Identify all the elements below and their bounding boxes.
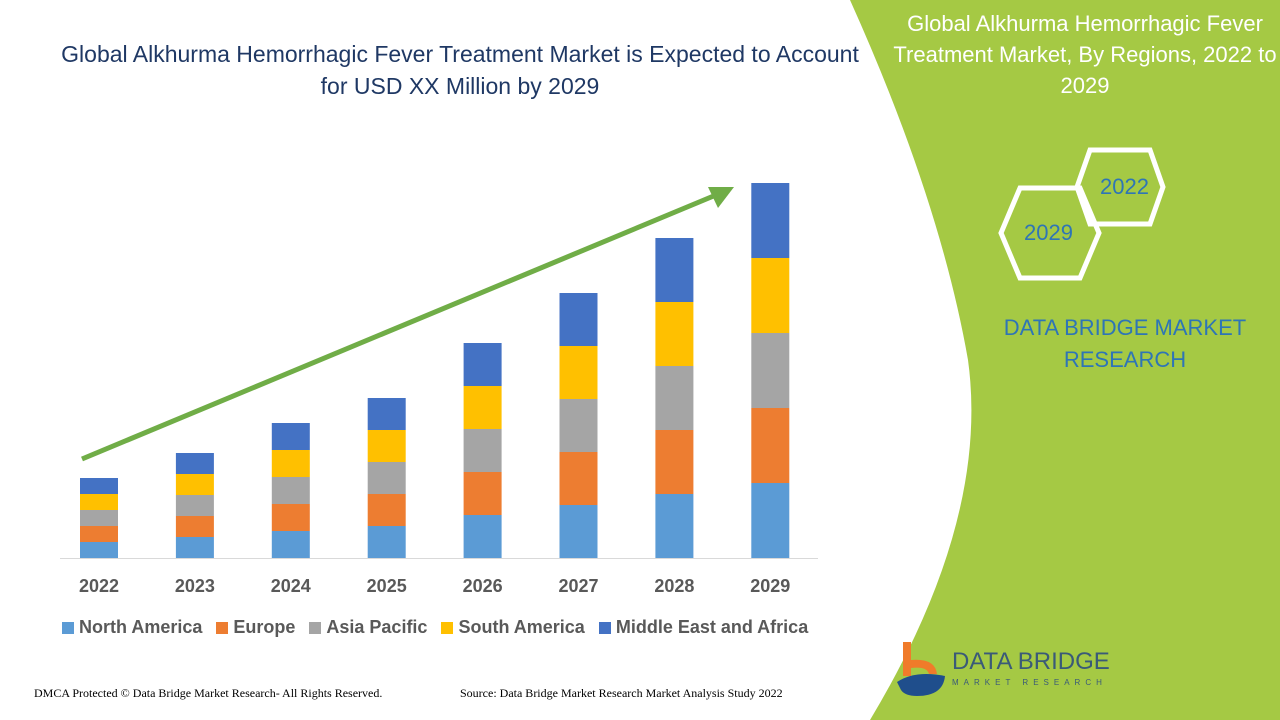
bar-segment-2024-3 (271, 450, 310, 477)
bar-segment-2028-1 (655, 430, 694, 494)
bar-segment-2023-4 (175, 453, 214, 474)
legend-item: North America (62, 617, 202, 638)
legend-label: Middle East and Africa (615, 617, 809, 637)
legend-item: Middle East and Africa (598, 617, 809, 638)
brand-text: DATA BRIDGE MARKET RESEARCH (1003, 315, 1247, 372)
x-tick-label: 2022 (79, 576, 119, 596)
bar-segment-2028-4 (655, 238, 694, 302)
legend-label: South America (458, 617, 585, 637)
bar-segment-2022-3 (80, 494, 118, 510)
bar-segment-2026-1 (463, 472, 502, 515)
legend-swatch (598, 621, 611, 634)
legend-item: South America (441, 617, 585, 638)
bar-segment-2027-1 (559, 452, 598, 505)
bar-segment-2026-0 (463, 515, 502, 558)
x-tick-label: 2027 (558, 576, 598, 596)
chart-title: Global Alkhurma Hemorrhagic Fever Treatm… (61, 41, 859, 99)
logo-subtext: MARKET RESEARCH (952, 678, 1107, 687)
x-tick-label: 2026 (463, 576, 503, 596)
footer-dmca: DMCA Protected © Data Bridge Market Rese… (34, 686, 383, 700)
bar-segment-2026-4 (463, 343, 502, 386)
side-panel-title: Global Alkhurma Hemorrhagic Fever Treatm… (893, 11, 1277, 98)
x-tick-label: 2023 (175, 576, 215, 596)
legend-label: Europe (233, 617, 296, 637)
bar-segment-2026-2 (463, 429, 502, 472)
bar-segment-2025-1 (367, 494, 406, 526)
bar-segment-2029-2 (751, 333, 790, 408)
bar-segment-2028-3 (655, 302, 694, 366)
trend-arrow-head (708, 187, 734, 208)
bar-segment-2025-4 (367, 398, 406, 430)
bar-segment-2024-0 (271, 531, 310, 558)
bar-segment-2027-2 (559, 399, 598, 452)
legend-item: Europe (216, 617, 295, 638)
bar-segment-2027-0 (559, 505, 598, 558)
bar-segment-2023-1 (175, 516, 214, 537)
bar-segment-2028-0 (655, 494, 694, 558)
hex-label-2029: 2029 (1024, 220, 1073, 245)
bar-segment-2023-3 (175, 474, 214, 495)
bar-segment-2025-3 (367, 430, 406, 462)
bar-segment-2026-3 (463, 386, 502, 429)
hexagon-2029 (998, 185, 1102, 281)
bar-segment-2023-2 (175, 495, 214, 516)
bar-segment-2022-2 (80, 510, 118, 526)
bar-segment-2029-4 (751, 183, 790, 258)
legend: North America Europe Asia Pacific South Ame… (62, 617, 808, 638)
legend-label: Asia Pacific (326, 617, 428, 637)
x-tick-label: 2024 (271, 576, 311, 596)
logo-text: DATA BRIDGE (952, 648, 1110, 675)
bar-segment-2024-2 (271, 477, 310, 504)
legend-swatch (216, 621, 229, 634)
legend-swatch (62, 621, 74, 634)
bar-segment-2025-2 (367, 462, 406, 494)
logo-icon (897, 642, 945, 696)
bar-segment-2023-0 (175, 537, 214, 558)
trend-arrow-line (81, 192, 717, 462)
bar-segment-2024-1 (271, 504, 310, 531)
legend-label: North America (79, 617, 203, 637)
x-tick-label: 2028 (654, 576, 694, 596)
bar-segment-2027-3 (559, 346, 598, 399)
bar-segment-2027-4 (559, 293, 598, 346)
footer-source: Source: Data Bridge Market Research Mark… (460, 686, 783, 700)
legend-swatch (309, 621, 322, 634)
bar-segment-2028-2 (655, 366, 694, 430)
bar-segment-2022-4 (80, 478, 118, 494)
hex-label-2022: 2022 (1100, 174, 1149, 199)
bar-segment-2024-4 (271, 423, 310, 450)
legend-item: Asia Pacific (309, 617, 427, 638)
side-panel (850, 0, 1280, 720)
x-tick-label: 2029 (750, 576, 790, 596)
bar-segment-2029-0 (751, 483, 790, 558)
bar-segment-2025-0 (367, 526, 406, 558)
bar-segment-2022-1 (80, 526, 118, 542)
bar-segment-2029-1 (751, 408, 790, 483)
legend-swatch (441, 621, 454, 634)
x-tick-label: 2025 (367, 576, 407, 596)
bar-segment-2029-3 (751, 258, 790, 333)
bar-segment-2022-0 (80, 542, 118, 558)
